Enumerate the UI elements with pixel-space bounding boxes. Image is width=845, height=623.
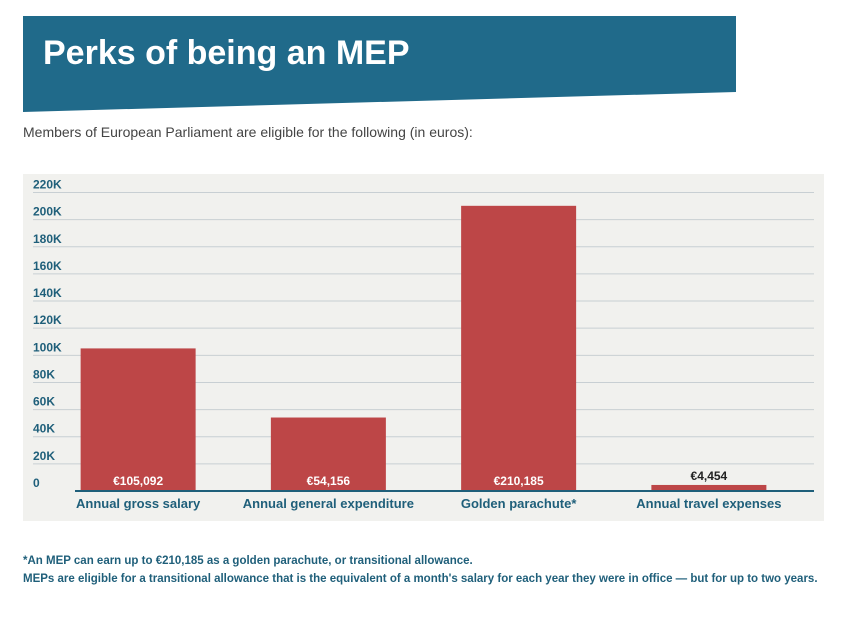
data-label: €210,185 xyxy=(494,474,544,488)
x-category-label: Annual gross salary xyxy=(76,496,201,511)
y-tick-label: 0 xyxy=(33,476,40,490)
x-category-label: Annual general expenditure xyxy=(243,496,414,511)
footnotes: *An MEP can earn up to €210,185 as a gol… xyxy=(23,552,823,588)
bar xyxy=(651,484,767,491)
data-label: €54,156 xyxy=(307,474,351,488)
bar-chart: 0 20K 40K 60K 80K 100K 120K 140K 160K 180K 200K 220… xyxy=(33,178,814,511)
page-title: Perks of being an MEP xyxy=(43,34,410,72)
y-tick-label: 60K xyxy=(33,395,55,409)
y-tick-label: 160K xyxy=(33,259,62,273)
banner-shape xyxy=(23,16,736,112)
bar xyxy=(461,205,577,491)
x-category-label: Annual travel expenses xyxy=(636,496,781,511)
y-tick-label: 220K xyxy=(33,178,62,192)
x-category-label: Golden parachute* xyxy=(461,496,578,511)
footnote-golden-parachute: *An MEP can earn up to €210,185 as a gol… xyxy=(23,555,473,567)
y-tick-label: 20K xyxy=(33,449,55,463)
data-label: €105,092 xyxy=(113,474,163,488)
y-tick-label: 200K xyxy=(33,205,62,219)
y-tick-label: 40K xyxy=(33,422,55,436)
y-tick-label: 120K xyxy=(33,313,62,327)
y-tick-label: 180K xyxy=(33,232,62,246)
bar xyxy=(80,348,196,491)
chart-panel: 0 20K 40K 60K 80K 100K 120K 140K 160K 180K 200K 220… xyxy=(23,174,824,521)
y-tick-label: 140K xyxy=(33,286,62,300)
title-banner: Perks of being an MEP xyxy=(23,16,736,112)
data-label: €4,454 xyxy=(691,469,728,483)
bar xyxy=(270,417,386,491)
chart-subtitle: Members of European Parliament are eligi… xyxy=(23,124,473,140)
y-tick-label: 80K xyxy=(33,367,55,381)
footnote-transitional-allowance: MEPs are eligible for a transitional all… xyxy=(23,573,818,585)
y-tick-label: 100K xyxy=(33,340,62,354)
